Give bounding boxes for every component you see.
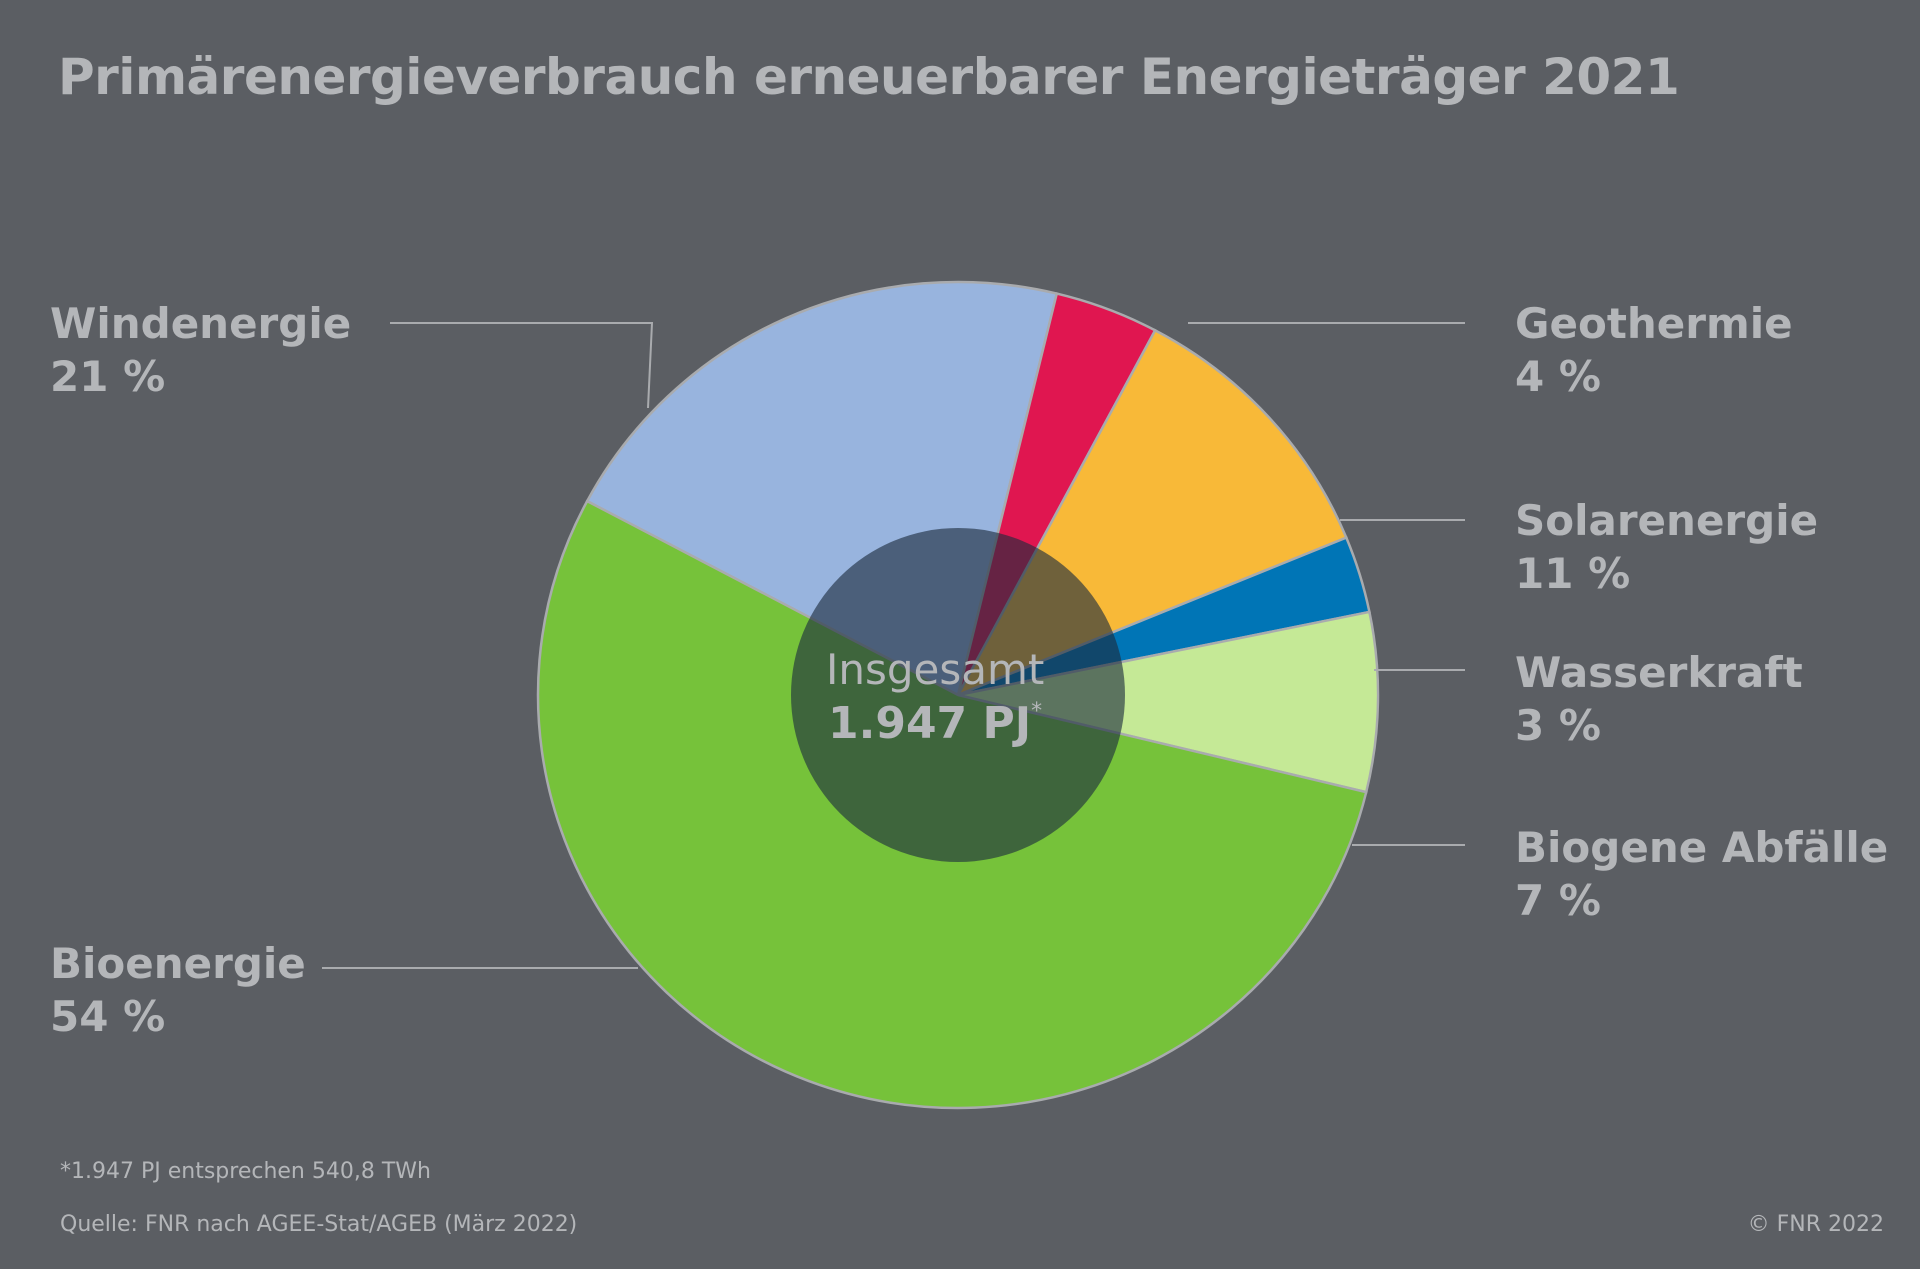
- source-note: Quelle: FNR nach AGEE-Stat/AGEB (März 20…: [60, 1212, 578, 1237]
- center-value-text: 1.947 PJ: [828, 698, 1031, 749]
- leader-lines: [322, 322, 1465, 969]
- center-value-mark: *: [1031, 699, 1042, 724]
- slice-value-label: 21 %: [50, 352, 165, 401]
- slice-name-label: Bioenergie: [50, 939, 306, 988]
- slice-name-label: Windenergie: [50, 299, 351, 348]
- center-disc: [791, 528, 1125, 862]
- copyright-note: © FNR 2022: [1747, 1212, 1884, 1237]
- slice-value-label: 54 %: [50, 992, 165, 1041]
- chart-title: Primärenergieverbrauch erneuerbarer Ener…: [58, 48, 1680, 106]
- slice-name-label: Solarenergie: [1515, 496, 1818, 545]
- slice-value-label: 4 %: [1515, 352, 1601, 401]
- footnote: *1.947 PJ entsprechen 540,8 TWh: [60, 1159, 431, 1184]
- leader-line: [390, 322, 654, 409]
- slice-value-label: 11 %: [1515, 549, 1630, 598]
- center-label: Insgesamt: [826, 645, 1044, 694]
- pie-slice-biogene-abfälle: [957, 610, 1380, 794]
- slice-name-label: Wasserkraft: [1515, 648, 1803, 697]
- slice-name-label: Geothermie: [1515, 299, 1793, 348]
- slice-value-label: 7 %: [1515, 876, 1601, 925]
- slice-name-label: Biogene Abfälle: [1515, 823, 1888, 872]
- slice-value-label: 3 %: [1515, 701, 1601, 750]
- center-value: 1.947 PJ*: [828, 698, 1042, 749]
